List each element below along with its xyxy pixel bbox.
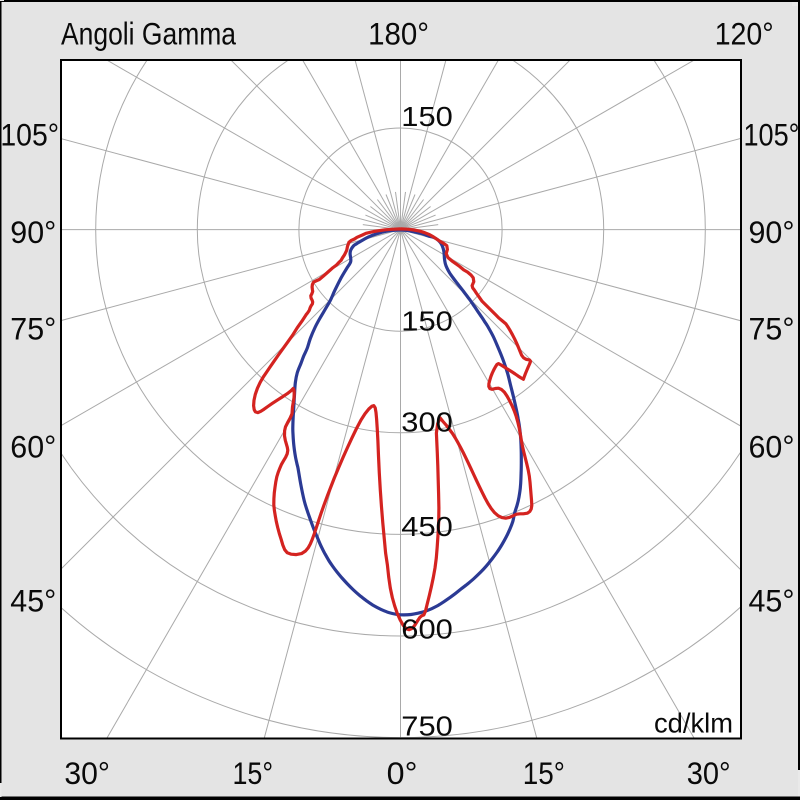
svg-text:Angoli Gamma: Angoli Gamma	[61, 16, 236, 52]
svg-text:105°: 105°	[744, 117, 800, 153]
svg-text:45°: 45°	[749, 583, 795, 619]
svg-text:0°: 0°	[387, 755, 418, 791]
svg-text:120°: 120°	[715, 16, 774, 52]
svg-text:75°: 75°	[749, 311, 795, 347]
svg-text:30°: 30°	[687, 755, 731, 791]
svg-text:150: 150	[401, 101, 453, 132]
svg-text:60°: 60°	[749, 428, 795, 464]
svg-text:15°: 15°	[523, 755, 565, 791]
svg-text:300: 300	[401, 406, 453, 437]
svg-text:150: 150	[401, 306, 453, 337]
svg-text:450: 450	[401, 511, 453, 542]
svg-text:75°: 75°	[10, 311, 56, 347]
svg-text:60°: 60°	[10, 428, 56, 464]
svg-text:90°: 90°	[749, 214, 795, 250]
svg-text:180°: 180°	[368, 16, 429, 52]
svg-text:45°: 45°	[10, 583, 56, 619]
svg-text:15°: 15°	[233, 755, 274, 791]
svg-text:600: 600	[401, 613, 453, 644]
svg-text:90°: 90°	[10, 214, 56, 250]
svg-text:750: 750	[401, 710, 453, 741]
svg-text:30°: 30°	[64, 755, 110, 791]
svg-text:105°: 105°	[0, 117, 59, 153]
svg-text:cd/klm: cd/klm	[654, 708, 733, 739]
